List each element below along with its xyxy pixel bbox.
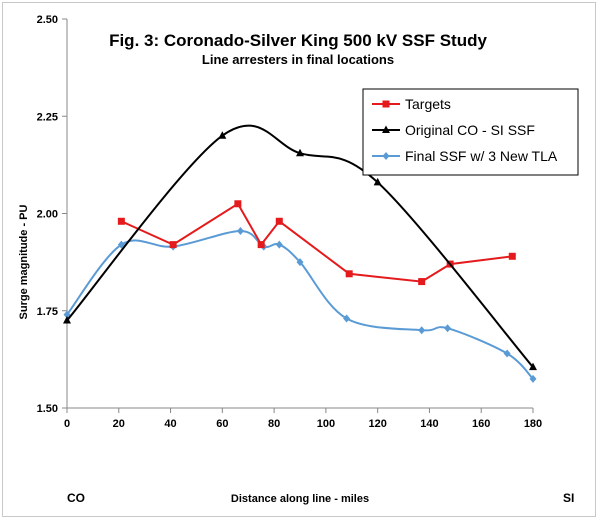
data-point bbox=[529, 362, 537, 371]
y-tick-label: 2.25 bbox=[37, 111, 58, 123]
series-1 bbox=[63, 124, 537, 371]
data-point bbox=[343, 314, 351, 323]
data-point bbox=[508, 252, 516, 260]
data-point bbox=[257, 241, 265, 249]
data-point bbox=[117, 217, 125, 225]
y-tick-label: 2.00 bbox=[37, 209, 58, 221]
x-tick-label: 80 bbox=[268, 418, 280, 430]
legend-swatch-marker bbox=[382, 152, 390, 160]
legend: Targets Original CO - SI SSF Final SSF w/ … bbox=[362, 88, 579, 176]
legend-swatch-marker bbox=[382, 125, 390, 133]
legend-label: Original CO - SI SSF bbox=[405, 122, 535, 138]
x-tick-label: 0 bbox=[64, 418, 70, 430]
y-tick-label: 2.50 bbox=[37, 14, 58, 26]
data-point bbox=[418, 278, 426, 286]
axes bbox=[62, 18, 534, 413]
x-tick-label: 60 bbox=[216, 418, 228, 430]
data-point bbox=[296, 148, 304, 157]
x-axis-label: Distance along line - miles bbox=[231, 493, 369, 505]
data-point bbox=[345, 270, 353, 278]
data-point bbox=[529, 374, 537, 383]
x-tick-label: 180 bbox=[524, 418, 542, 430]
series-layer bbox=[63, 124, 537, 383]
x-tick-label: 160 bbox=[472, 418, 490, 430]
data-point bbox=[418, 326, 426, 335]
legend-swatch-marker bbox=[382, 100, 390, 108]
data-point bbox=[373, 177, 382, 186]
data-point bbox=[117, 240, 125, 249]
legend-label: Final SSF w/ 3 New TLA bbox=[405, 148, 558, 164]
data-point bbox=[63, 310, 71, 319]
data-point bbox=[236, 227, 244, 236]
series-2 bbox=[63, 227, 537, 383]
x-tick-label: 20 bbox=[113, 418, 125, 430]
chart-title: Fig. 3: Coronado-Silver King 500 kV SSF … bbox=[109, 31, 487, 50]
end-label-right: SI bbox=[563, 491, 574, 505]
data-point bbox=[296, 258, 304, 267]
data-point bbox=[275, 217, 283, 225]
tick-labels: 1.50 1.75 2.00 2.25 2.50 0 20 40 60 80 100 120 140 16… bbox=[37, 14, 543, 430]
y-tick-label: 1.75 bbox=[37, 306, 58, 318]
data-point bbox=[275, 240, 283, 249]
data-point bbox=[63, 315, 71, 324]
x-tick-label: 40 bbox=[164, 418, 176, 430]
data-point bbox=[444, 324, 452, 333]
x-tick-label: 140 bbox=[420, 418, 438, 430]
x-tick-label: 120 bbox=[368, 418, 386, 430]
x-tick-label: 100 bbox=[317, 418, 335, 430]
data-point bbox=[218, 131, 227, 139]
data-point bbox=[503, 349, 511, 358]
end-label-left: CO bbox=[67, 491, 85, 505]
chart-subtitle: Line arresters in final locations bbox=[202, 52, 394, 67]
series-line bbox=[66, 229, 534, 380]
y-tick-label: 1.50 bbox=[37, 403, 58, 415]
data-point bbox=[169, 241, 177, 249]
y-axis-label: Surge magnitude - PU bbox=[18, 204, 30, 319]
legend-label: Targets bbox=[405, 96, 451, 112]
data-point bbox=[234, 200, 242, 208]
